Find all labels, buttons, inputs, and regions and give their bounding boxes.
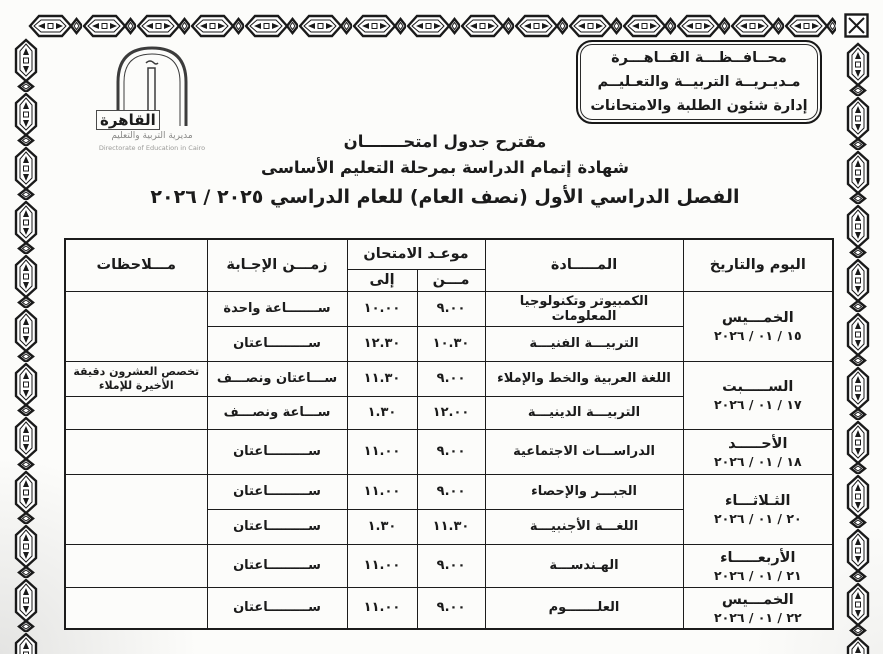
notes-cell — [64, 395, 208, 430]
duration-cell: ســـــــاعة واحدة — [206, 290, 348, 327]
col-header-subject: المـــــادة — [484, 238, 684, 292]
duration-cell: ســـاعة ونصـــف — [206, 395, 348, 430]
table-row: اللغـــة الأجنبيـــة ١١.٣٠ ١.٣٠ ســـــــ… — [65, 508, 833, 545]
notes-cell — [64, 290, 208, 362]
title-line-1: مقترح جدول امتحـــــــان — [343, 132, 547, 151]
subject-cell: اللغـــة الأجنبيـــة — [484, 508, 684, 545]
day-cell-wednesday-21: الأربعـــــاء ٢١ / ٠١ / ٢٠٢٦ — [682, 543, 834, 588]
logo-caption-english: Directorate of Education in Cairo — [98, 144, 206, 152]
time-to-cell: ١١.٣٠ — [346, 360, 418, 397]
time-from-cell: ٩.٠٠ — [416, 290, 486, 327]
duration-cell: ســـــــــاعتان — [206, 543, 348, 588]
table-row: الأربعـــــاء ٢١ / ٠١ / ٢٠٢٦ الهـندســـة… — [64, 543, 834, 588]
col-header-duration: زمـــن الإجـابة — [206, 238, 348, 292]
table-row: الخمـــيس ١٥ / ٠١ / ٢٠٢٦ الكمبيوتر وتكنو… — [64, 290, 834, 362]
table-row: الثـلاثـــاء ٢٠ / ٠١ / ٢٠٢٦ الجبـــر وال… — [64, 473, 834, 545]
col-header-notes: مـــلاحظات — [64, 238, 208, 292]
table-row: التربيـــة الفنيـــة ١٠.٣٠ ١٢.٣٠ ســــــ… — [65, 325, 833, 362]
subject-cell: الدراســـات الاجتماعية — [484, 428, 684, 475]
table-row: الخمـــيس ٢٢ / ٠١ / ٢٠٢٦ العلـــــــوم ٩… — [64, 586, 834, 630]
notes-cell — [64, 586, 208, 630]
notes-cell — [64, 473, 208, 545]
subject-cell: العلـــــــوم — [484, 586, 684, 630]
subject-cell: الجبـــر والإحصاء — [484, 473, 684, 510]
title-line-3: الفصل الدراسي الأول (نصف العام) للعام ال… — [150, 186, 740, 208]
subject-cell: التربيـــة الفنيـــة — [484, 325, 684, 362]
col-header-exam-time: موعـد الامتحان — [346, 238, 486, 270]
time-to-cell: ١٠.٠٠ — [346, 290, 418, 327]
letterhead-box: محــافــظـــة القــاهـــرة مـديـريــة ال… — [576, 40, 822, 124]
duration-cell: ســـاعتان ونصـــف — [206, 360, 348, 397]
ornamental-corner-icon — [844, 13, 869, 38]
ornamental-chain-border-top-icon — [28, 12, 836, 40]
day-cell-thursday-22: الخمـــيس ٢٢ / ٠١ / ٢٠٢٦ — [682, 586, 834, 630]
duration-cell: ســـــــــاعتان — [206, 428, 348, 475]
day-cell-saturday-17: الســـــبت ١٧ / ٠١ / ٢٠٢٦ — [682, 360, 834, 430]
time-from-cell: ١٢.٠٠ — [416, 395, 486, 430]
col-header-day: اليوم والتاريخ — [682, 238, 834, 292]
time-from-cell: ٩.٠٠ — [416, 586, 486, 630]
time-to-cell: ١١.٠٠ — [346, 473, 418, 510]
notes-cell-dictation: تخصص العشرون دقيقة الأخيرة للإملاء — [64, 360, 208, 397]
table-row: الســـــبت ١٧ / ٠١ / ٢٠٢٦ اللغة العربية … — [64, 360, 834, 430]
day-cell-thursday-15: الخمـــيس ١٥ / ٠١ / ٢٠٢٦ — [682, 290, 834, 362]
day-cell-tuesday-20: الثـلاثـــاء ٢٠ / ٠١ / ٢٠٢٦ — [682, 473, 834, 545]
notes-cell — [64, 543, 208, 588]
time-to-cell: ١١.٠٠ — [346, 428, 418, 475]
time-from-cell: ١١.٣٠ — [416, 508, 486, 545]
table-row: الأحـــــد ١٨ / ٠١ / ٢٠٢٦ الدراســـات ال… — [64, 428, 834, 475]
time-from-cell: ٩.٠٠ — [416, 428, 486, 475]
cairo-governorate-logo: القاهرة مديرية التربية والتعليم Director… — [70, 34, 234, 164]
duration-cell: ســـــــــاعتان — [206, 586, 348, 630]
notes-cell — [64, 428, 208, 475]
col-header-to: إلى — [346, 268, 418, 292]
logo-wordmark: القاهرة — [96, 110, 160, 130]
time-to-cell: ١.٣٠ — [346, 508, 418, 545]
document-title: مقترح جدول امتحـــــــان شهادة إتمام الد… — [100, 132, 790, 208]
time-to-cell: ١٢.٣٠ — [346, 325, 418, 362]
subject-cell: اللغة العربية والخط والإملاء — [484, 360, 684, 397]
org-line-directorate: مـديـريــة التربيــة والتعـليــم — [597, 74, 801, 90]
time-to-cell: ١١.٠٠ — [346, 543, 418, 588]
col-header-from: مـــن — [416, 268, 486, 292]
day-cell-sunday-18: الأحـــــد ١٨ / ٠١ / ٢٠٢٦ — [682, 428, 834, 475]
duration-cell: ســـــــــاعتان — [206, 473, 348, 510]
time-from-cell: ١٠.٣٠ — [416, 325, 486, 362]
time-to-cell: ١.٣٠ — [346, 395, 418, 430]
duration-cell: ســـــــــاعتان — [206, 508, 348, 545]
org-line-governorate: محــافــظـــة القــاهـــرة — [611, 50, 787, 66]
ornamental-chain-border-right-icon — [844, 42, 872, 654]
time-from-cell: ٩.٠٠ — [416, 360, 486, 397]
logo-caption-arabic: مديرية التربية والتعليم — [111, 131, 193, 141]
time-to-cell: ١١.٠٠ — [346, 586, 418, 630]
ornamental-chain-border-left-icon — [12, 38, 40, 654]
time-from-cell: ٩.٠٠ — [416, 543, 486, 588]
title-line-2: شهادة إتمام الدراسة بمرحلة التعليم الأسا… — [261, 158, 629, 177]
subject-cell: الهـندســـة — [484, 543, 684, 588]
exam-schedule-table: اليوم والتاريخ المـــــادة موعـد الامتحا… — [64, 238, 835, 630]
subject-cell: الكمبيوتر وتكنولوجيا المعلومات — [484, 290, 684, 327]
table-row: التربيـــة الدينيـــة ١٢.٠٠ ١.٣٠ ســـاعة… — [64, 395, 833, 430]
subject-cell: التربيـــة الدينيـــة — [484, 395, 684, 430]
time-from-cell: ٩.٠٠ — [416, 473, 486, 510]
org-line-administration: إدارة شئون الطلبة والامتحانات — [590, 98, 808, 114]
duration-cell: ســـــــــاعتان — [206, 325, 348, 362]
